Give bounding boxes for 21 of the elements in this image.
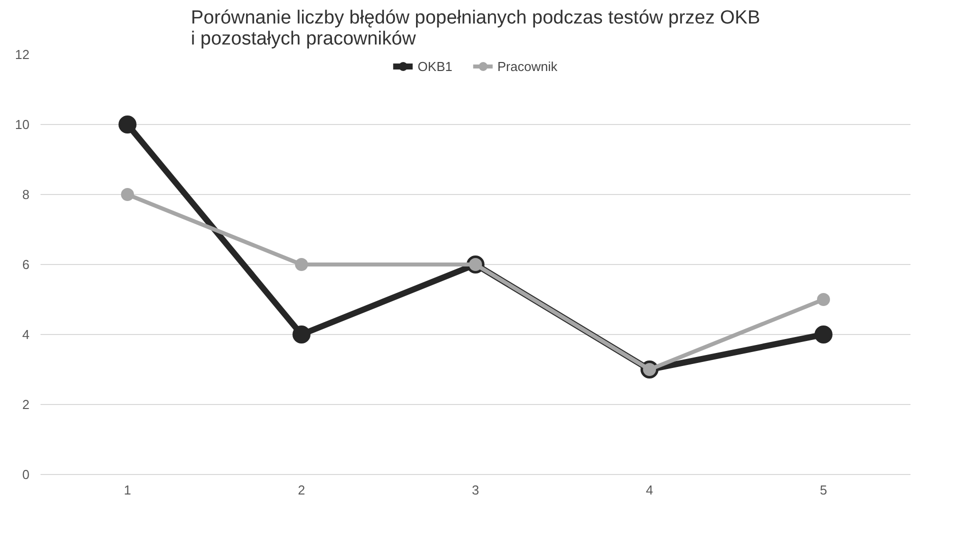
x-tick-label: 5 <box>820 482 828 498</box>
chart-title: Porównanie liczby błędów popełnianych podczas testów przez OKB i pozostałych pracowników <box>190 8 760 50</box>
x-tick-label: 1 <box>124 482 132 498</box>
y-tick-label: 4 <box>22 327 30 342</box>
y-tick-label: 6 <box>22 257 30 272</box>
y-tick-label: 0 <box>22 467 30 482</box>
y-tick-label: 8 <box>22 187 30 202</box>
point <box>292 326 310 344</box>
x-tick-label: 2 <box>298 482 306 498</box>
point <box>118 116 136 134</box>
point <box>817 293 830 306</box>
x-tick-label: 4 <box>646 482 654 498</box>
legend-label: Pracownik <box>497 58 558 74</box>
legend-label: OKB1 <box>418 58 452 74</box>
point <box>121 188 134 201</box>
y-tick-label: 12 <box>15 47 30 62</box>
point <box>814 326 832 344</box>
y-tick-label: 10 <box>15 117 30 132</box>
point <box>295 258 308 271</box>
x-tick-label: 3 <box>472 482 480 498</box>
y-tick-label: 2 <box>22 397 30 412</box>
